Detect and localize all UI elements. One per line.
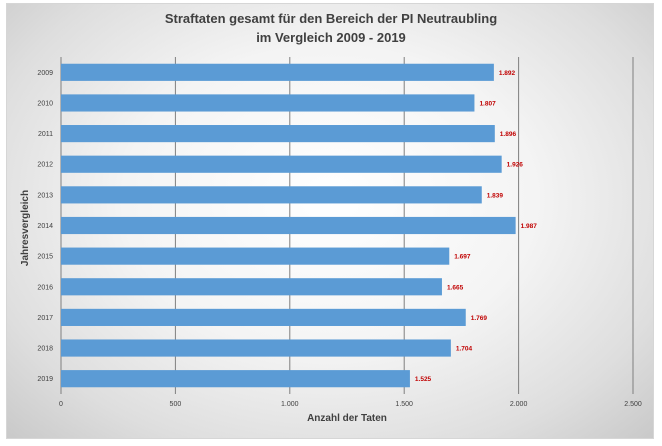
x-tick-label: 2.000 <box>510 401 528 408</box>
data-label: 1.769 <box>471 315 488 322</box>
bars <box>61 63 516 388</box>
y-axis-title: Jahresvergleich <box>20 190 31 266</box>
gridlines <box>60 57 634 394</box>
data-label: 1.665 <box>447 284 464 291</box>
bar <box>61 308 466 326</box>
x-tick-labels: 0 500 1.000 1.500 2.000 2.500 <box>59 401 642 408</box>
chart-title-line1: Straftaten gesamt für den Bereich der PI… <box>165 11 497 26</box>
y-tick-label: 2019 <box>37 376 53 383</box>
bar <box>61 125 495 143</box>
x-tick-label: 2.500 <box>624 401 642 408</box>
data-labels: 1.892 1.807 1.896 1.926 1.839 1.987 1.697 1.665… <box>415 70 537 383</box>
data-label: 1.697 <box>454 254 471 261</box>
data-label: 1.839 <box>487 192 504 199</box>
bar <box>61 339 451 357</box>
bar <box>61 155 502 173</box>
y-tick-label: 2018 <box>37 346 53 353</box>
bar <box>61 63 494 81</box>
bar <box>61 216 516 235</box>
y-tick-label: 2011 <box>38 131 53 138</box>
data-label: 1.926 <box>507 162 524 169</box>
x-tick-label: 1.000 <box>281 401 299 408</box>
chart-title-line2: im Vergleich 2009 - 2019 <box>256 30 406 45</box>
y-tick-label: 2015 <box>37 254 53 261</box>
y-tick-label: 2016 <box>37 284 53 291</box>
data-label: 1.987 <box>521 223 538 230</box>
data-label: 1.896 <box>500 131 517 138</box>
bar <box>61 247 450 265</box>
y-tick-label: 2017 <box>37 315 53 322</box>
data-label: 1.892 <box>499 70 516 77</box>
y-tick-label: 2010 <box>37 100 53 107</box>
bar <box>61 370 410 388</box>
y-tick-label: 2012 <box>37 162 53 169</box>
x-tick-label: 500 <box>170 401 182 408</box>
data-label: 1.525 <box>415 376 432 383</box>
y-tick-labels: 2009 2010 2011 2012 2013 2014 2015 2016 2017 2018… <box>37 70 53 383</box>
bar <box>61 186 482 204</box>
x-tick-label: 1.500 <box>395 401 413 408</box>
bar <box>61 278 442 296</box>
bar <box>61 94 475 112</box>
data-label: 1.704 <box>456 346 473 353</box>
y-tick-label: 2009 <box>37 70 53 77</box>
y-tick-label: 2014 <box>37 223 53 230</box>
x-axis-title: Anzahl der Taten <box>307 413 387 424</box>
y-tick-label: 2013 <box>37 192 53 199</box>
data-label: 1.807 <box>479 100 496 107</box>
x-tick-label: 0 <box>59 401 63 408</box>
